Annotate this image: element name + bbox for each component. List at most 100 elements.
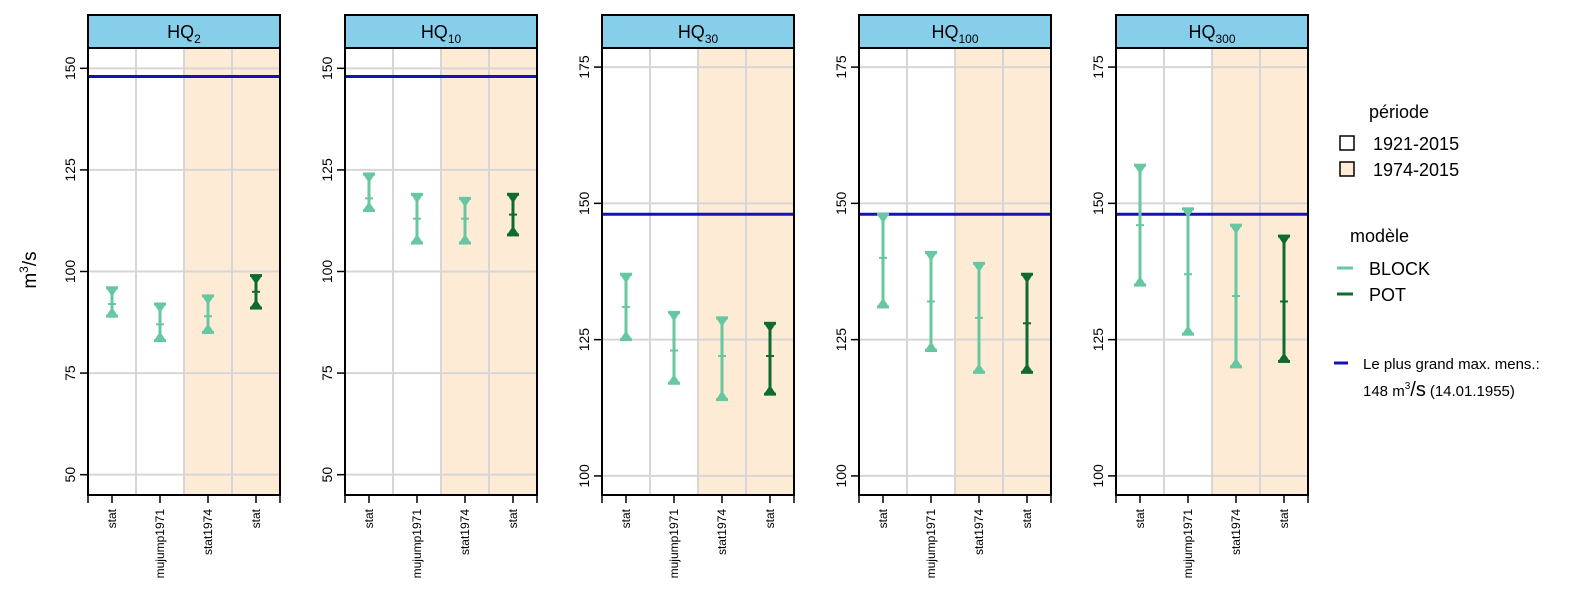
error-bar-stat — [1134, 163, 1146, 287]
legend-reference-date: (14.01.1955) — [1430, 383, 1515, 400]
legend-period-label-1: 1921-2015 — [1373, 134, 1459, 154]
error-bar-mujump1971 — [411, 192, 423, 245]
error-bar-mujump1971 — [925, 250, 937, 353]
legend-period-title: période — [1369, 102, 1429, 122]
error-bar-arrow-low — [507, 225, 519, 235]
y-axis-label: m3/s — [17, 251, 41, 288]
x-tick-label: stat1974 — [1229, 509, 1243, 555]
x-tick-label: stat — [619, 508, 633, 528]
legend-period-label-2: 1974-2015 — [1373, 160, 1459, 180]
panel-title: HQ300 — [1188, 22, 1235, 46]
error-bar-stat — [877, 212, 889, 309]
error-bar-arrow-low — [1134, 276, 1146, 286]
x-tick-label: stat — [1133, 508, 1147, 528]
error-bar-arrow-high — [716, 317, 728, 327]
error-bar-arrow-high — [106, 287, 118, 297]
error-bar-stat1974 — [1230, 223, 1242, 369]
panel-title-sub: 2 — [194, 32, 201, 46]
error-bar-arrow-low — [668, 374, 680, 384]
error-bar-arrow-high — [1134, 165, 1146, 175]
y-tick-label: 100 — [576, 464, 592, 488]
y-tick-label: 75 — [319, 365, 335, 381]
panel-strip — [1115, 14, 1309, 49]
error-bar-arrow-high — [1021, 274, 1033, 284]
x-tick-label: stat — [362, 508, 376, 528]
panel-2: HQ10 50 75 100 125 150 stat mujump1971 stat1974 s… — [319, 14, 538, 579]
error-bar-arrow-high — [877, 214, 889, 224]
y-axis-label-sup: 3 — [17, 266, 31, 273]
error-bar-arrow-low — [764, 385, 776, 395]
y-tick-label: 150 — [1090, 191, 1106, 215]
x-tick-label: mujump1971 — [153, 509, 167, 579]
x-tick-label: stat — [249, 508, 263, 528]
legend-period-swatch-2 — [1339, 161, 1355, 177]
panel-1: HQ2 50 75 100 125 150 stat mujump1971 stat1974 st… — [62, 14, 281, 579]
error-bar-arrow-high — [459, 198, 471, 208]
x-tick-label: stat1974 — [972, 509, 986, 555]
y-tick-label: 50 — [62, 467, 78, 483]
panel-title: HQ30 — [678, 22, 719, 46]
x-tick-label: stat — [876, 508, 890, 528]
error-bar-arrow-high — [363, 173, 375, 183]
error-bar-stat — [363, 172, 375, 213]
panel-3: HQ30 100 125 150 175 stat mujump1971 stat1974 st… — [576, 14, 795, 578]
y-tick-label: 150 — [576, 191, 592, 215]
error-bar-stat — [250, 274, 262, 310]
x-tick-label: stat — [1277, 508, 1291, 528]
error-bar-arrow-low — [620, 330, 632, 340]
error-bar-arrow-low — [411, 234, 423, 244]
error-bar-arrow-high — [507, 194, 519, 204]
y-tick-label: 125 — [319, 158, 335, 182]
error-bar-stat1974 — [716, 316, 728, 402]
error-bar-arrow-low — [973, 363, 985, 373]
x-tick-label: mujump1971 — [924, 509, 938, 579]
x-tick-label: stat1974 — [458, 509, 472, 555]
y-tick-label: 175 — [576, 55, 592, 79]
x-tick-label: stat — [1020, 508, 1034, 528]
error-bar-arrow-low — [716, 390, 728, 400]
error-bar-arrow-low — [1182, 325, 1194, 335]
error-bar-stat — [1278, 234, 1290, 363]
x-tick-label: mujump1971 — [1181, 509, 1195, 579]
panel-strip — [344, 14, 538, 49]
error-bar-arrow-high — [764, 323, 776, 333]
legend-reference-unit: /s — [1410, 379, 1426, 401]
error-bar-arrow-low — [1230, 357, 1242, 367]
error-bar-arrow-high — [668, 312, 680, 322]
legend-reference-label-line2: 148 m3/s (14.01.1955) — [1363, 379, 1515, 401]
panel-title-main: HQ — [421, 22, 448, 42]
panel-title-main: HQ — [167, 22, 194, 42]
x-tick-label: stat1974 — [715, 509, 729, 555]
error-bar-arrow-high — [411, 194, 423, 204]
error-bar-mujump1971 — [1182, 207, 1194, 336]
y-axis-label-tail: /s — [20, 251, 41, 266]
error-bar-mujump1971 — [154, 302, 166, 343]
panel-strip — [87, 14, 281, 49]
error-bar-arrow-high — [1182, 208, 1194, 218]
error-bar-arrow-high — [250, 275, 262, 285]
error-bar-arrow-low — [250, 299, 262, 309]
error-bar-arrow-low — [925, 341, 937, 351]
error-bar-arrow-high — [154, 304, 166, 314]
y-tick-label: 100 — [1090, 464, 1106, 488]
error-bar-arrow-low — [154, 331, 166, 341]
legend-period-swatch-1 — [1339, 135, 1355, 151]
legend-reference-label-line1: Le plus grand max. mens.: — [1363, 356, 1540, 373]
error-bar-arrow-low — [363, 201, 375, 211]
y-tick-label: 125 — [576, 328, 592, 352]
x-tick-label: mujump1971 — [410, 509, 424, 579]
panel-title-sub: 300 — [1215, 32, 1235, 46]
legend-reference-sup: 3 — [1405, 381, 1411, 392]
y-axis-label-base: m — [20, 273, 41, 289]
legend: période 1921-2015 1974-2015 modèle BLOCK… — [1334, 102, 1540, 401]
y-tick-label: 125 — [62, 158, 78, 182]
y-tick-label: 150 — [833, 191, 849, 215]
error-bar-stat1974 — [202, 294, 214, 334]
error-bar-stat — [106, 286, 118, 318]
error-bar-arrow-high — [1230, 225, 1242, 235]
y-tick-label: 50 — [319, 467, 335, 483]
y-tick-label: 100 — [833, 464, 849, 488]
panel-title-sub: 10 — [448, 32, 462, 46]
